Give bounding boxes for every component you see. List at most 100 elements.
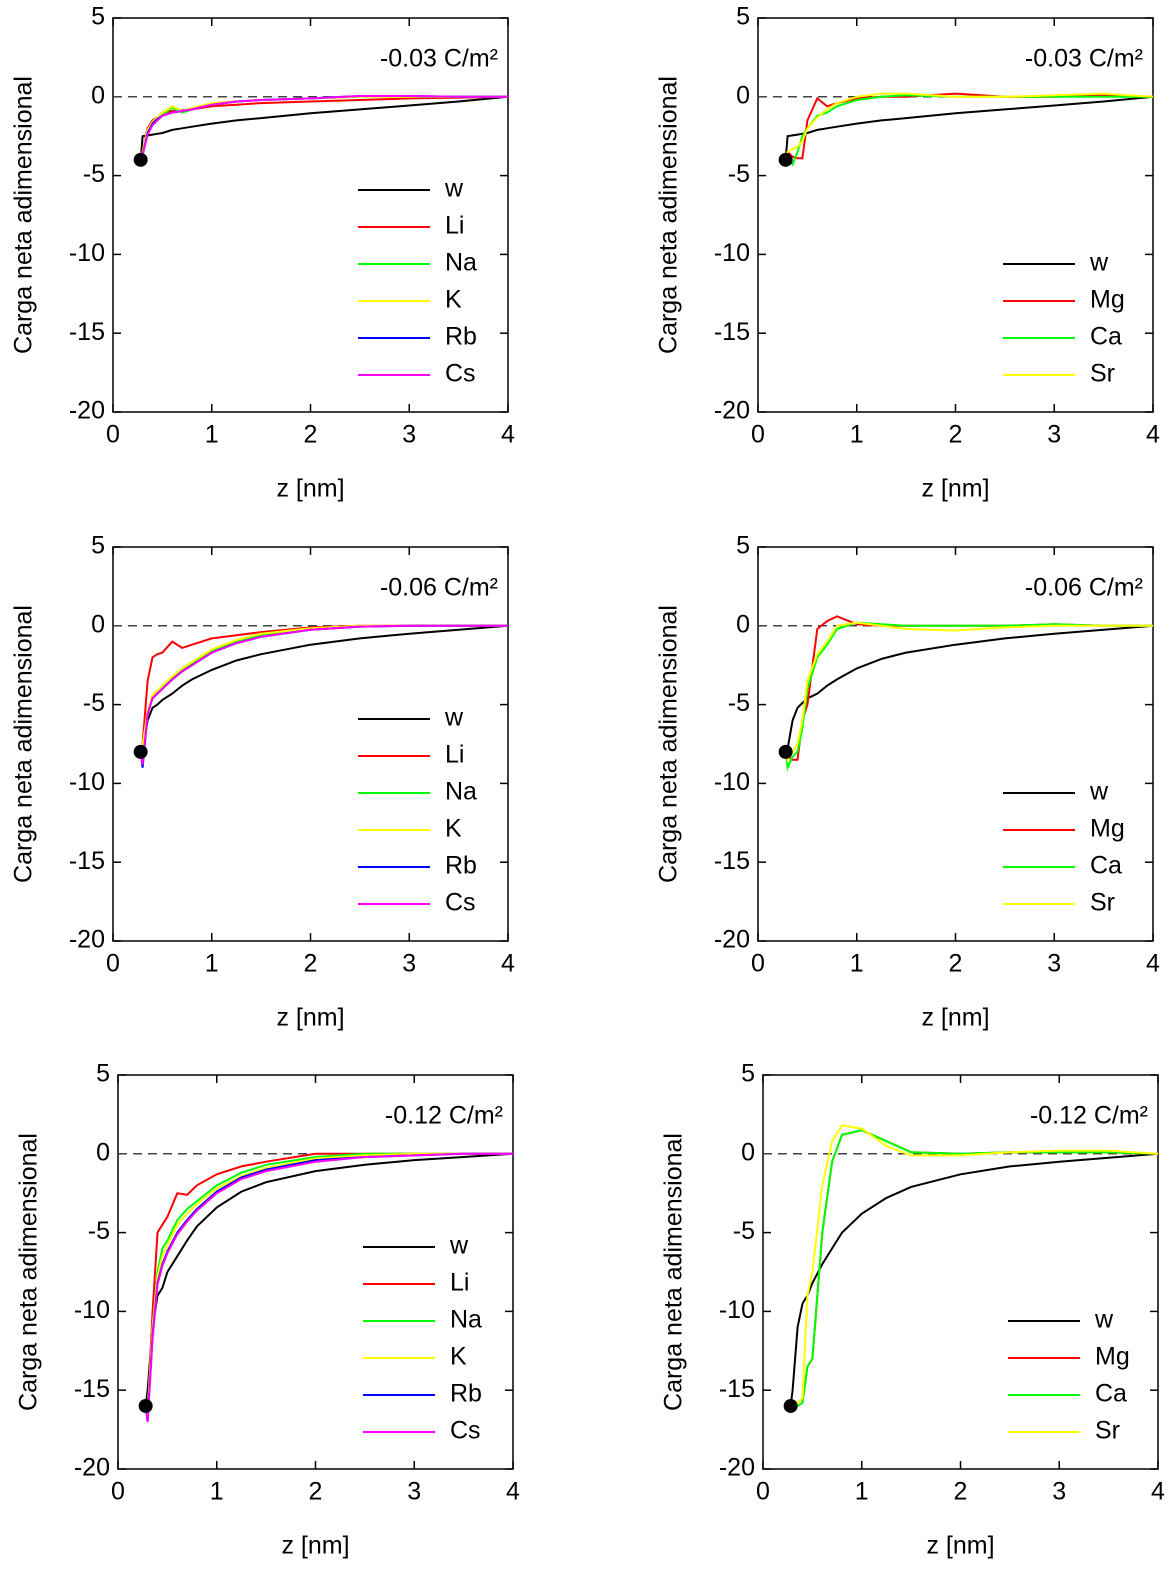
y-tick-label: -10 (69, 239, 105, 267)
y-tick-label: 0 (741, 1138, 755, 1166)
legend-label: w (444, 175, 464, 203)
legend-label: Mg (1095, 1343, 1130, 1371)
chart-panel: -20 -15 -10 -5 0 5 0 1 2 3 4 z [nm] Carga neta adime… (10, 532, 515, 1032)
legend-label: K (445, 286, 462, 314)
y-tick-label: 5 (741, 1060, 755, 1088)
series-line (789, 1152, 1159, 1407)
y-tick-label: -10 (714, 768, 750, 796)
x-axis-label: z [nm] (281, 1532, 349, 1560)
series-line (784, 95, 1154, 160)
legend-label: Mg (1090, 286, 1125, 314)
x-tick-label: 2 (304, 950, 318, 978)
chart-panel: -20 -15 -10 -5 0 5 0 1 2 3 4 z [nm] Carga neta adime… (10, 3, 515, 503)
series-line (784, 615, 1153, 761)
series-line (784, 92, 1154, 161)
annotation: -0.12 C/m² (1030, 1102, 1148, 1130)
start-point (778, 744, 793, 759)
y-tick-label: -5 (728, 689, 750, 717)
y-tick-label: -15 (69, 847, 105, 875)
y-tick-label: 5 (96, 1060, 110, 1088)
y-axis-label: Carga neta adimensional (10, 605, 38, 883)
y-tick-label: -10 (719, 1296, 755, 1324)
legend-label: Li (445, 212, 464, 240)
annotation: -0.12 C/m² (385, 1102, 503, 1130)
legend-label: K (445, 815, 462, 843)
x-axis-label: z [nm] (921, 1004, 989, 1032)
legend-label: w (1089, 249, 1109, 277)
y-tick-label: -5 (728, 160, 750, 188)
legend-label: Li (445, 741, 464, 769)
series-line (139, 95, 508, 161)
series-line (139, 624, 508, 753)
x-tick-label: 0 (111, 1478, 125, 1506)
x-tick-label: 0 (756, 1478, 770, 1506)
x-tick-label: 1 (850, 950, 864, 978)
annotation: -0.03 C/m² (380, 45, 498, 73)
x-tick-label: 4 (1151, 1478, 1165, 1506)
y-tick-label: -20 (74, 1454, 110, 1482)
legend-label: Rb (445, 852, 477, 880)
legend-label: Li (450, 1269, 469, 1297)
series-line (139, 624, 508, 765)
legend-label: Cs (445, 889, 476, 917)
x-tick-label: 2 (949, 421, 963, 449)
x-tick-label: 1 (205, 421, 219, 449)
legend-label: w (1094, 1306, 1114, 1334)
y-tick-label: 0 (91, 81, 105, 109)
start-point (778, 152, 793, 167)
chart-panel: -20 -15 -10 -5 0 5 0 1 2 3 4 z [nm] Carga neta adime… (15, 1060, 520, 1560)
plot-frame (762, 1074, 1159, 1470)
x-tick-label: 3 (407, 1478, 421, 1506)
series-line (784, 94, 1153, 167)
series-line (139, 95, 508, 161)
y-tick-label: 5 (736, 532, 750, 560)
series-line (144, 1152, 513, 1422)
legend-label: K (450, 1343, 467, 1371)
x-tick-label: 3 (1047, 421, 1061, 449)
x-tick-label: 4 (501, 950, 515, 978)
y-tick-label: 5 (736, 3, 750, 31)
start-point (133, 152, 148, 167)
legend-label: Na (445, 778, 477, 806)
x-tick-label: 3 (402, 950, 416, 978)
y-tick-label: 0 (96, 1138, 110, 1166)
legend-label: Ca (1090, 323, 1122, 351)
legend-label: Rb (450, 1380, 482, 1408)
x-tick-label: 2 (949, 950, 963, 978)
x-tick-label: 1 (850, 421, 864, 449)
x-tick-label: 2 (304, 421, 318, 449)
series-line (139, 95, 508, 161)
chart-panel: -20 -15 -10 -5 0 5 0 1 2 3 4 z [nm] Carga neta adime… (660, 1060, 1165, 1560)
annotation: -0.06 C/m² (1025, 574, 1143, 602)
y-tick-label: -5 (88, 1217, 110, 1245)
x-tick-label: 0 (106, 421, 120, 449)
x-tick-label: 2 (954, 1478, 968, 1506)
x-tick-label: 3 (1052, 1478, 1066, 1506)
legend-label: Rb (445, 323, 477, 351)
legend-label: Sr (1090, 360, 1115, 388)
legend-label: w (1089, 778, 1109, 806)
legend-label: Cs (450, 1417, 481, 1445)
series-line (139, 624, 508, 753)
start-point (133, 744, 148, 759)
series-line (139, 624, 508, 753)
y-axis-label: Carga neta adimensional (15, 1133, 43, 1411)
start-point (138, 1398, 153, 1413)
x-tick-label: 1 (855, 1478, 869, 1506)
y-tick-label: 0 (736, 81, 750, 109)
y-tick-label: -15 (714, 847, 750, 875)
x-tick-label: 0 (106, 950, 120, 978)
x-tick-label: 4 (506, 1478, 520, 1506)
start-point (783, 1398, 798, 1413)
legend-label: w (449, 1232, 469, 1260)
series-line (784, 621, 1153, 763)
y-tick-label: -5 (733, 1217, 755, 1245)
legend-label: Ca (1090, 852, 1122, 880)
x-tick-label: 3 (1047, 950, 1061, 978)
x-tick-label: 4 (1146, 950, 1160, 978)
x-tick-label: 1 (205, 950, 219, 978)
x-tick-label: 3 (402, 421, 416, 449)
y-tick-label: 5 (91, 3, 105, 31)
y-tick-label: 0 (91, 610, 105, 638)
